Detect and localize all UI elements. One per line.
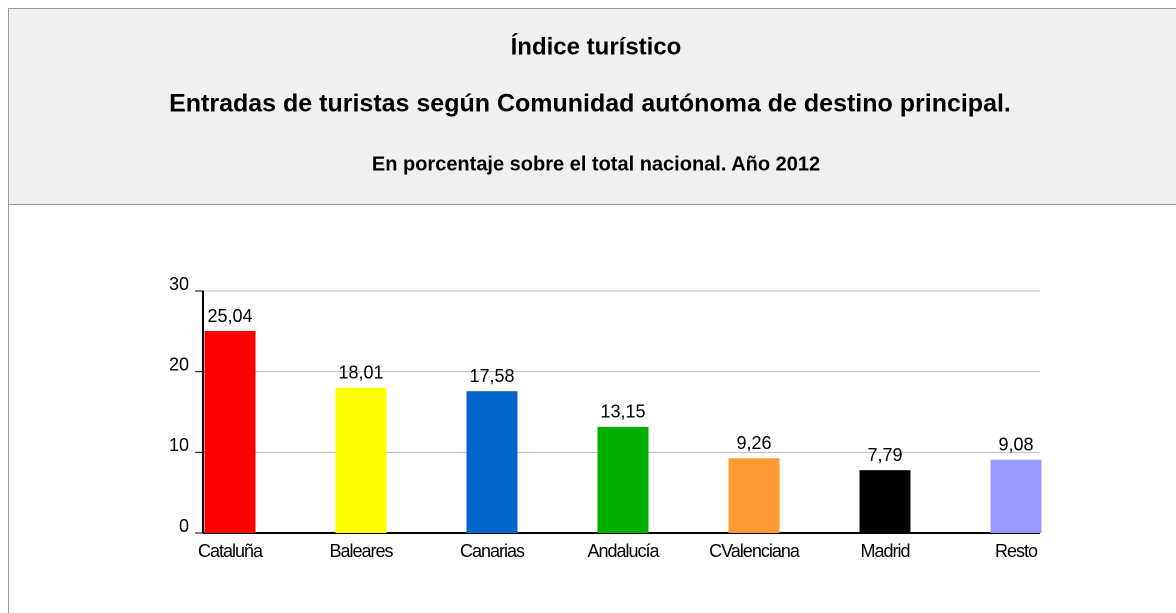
x-tick-label: Canarias [460,541,525,561]
bar [204,331,256,533]
x-tick-label: Baleares [329,541,393,561]
value-label: 9,26 [736,433,771,453]
value-label: 17,58 [469,366,514,386]
value-label: 25,04 [207,306,252,326]
value-label: 7,79 [867,445,902,465]
chart-title: Índice turístico [511,32,682,60]
value-label: 18,01 [338,362,383,382]
y-tick-label: 10 [169,435,189,455]
bar [466,391,518,533]
bar [990,459,1042,533]
y-tick-label: 0 [179,516,189,536]
value-label: 9,08 [998,435,1033,455]
x-tick-label: Cataluña [198,541,264,561]
bar [728,458,780,533]
x-tick-label: Madrid [860,541,909,561]
x-tick-label: Andalucía [587,541,660,561]
bar [335,387,387,533]
bar [859,470,911,533]
y-tick-label: 20 [169,354,189,374]
x-tick-label: Resto [995,541,1038,561]
value-label: 13,15 [600,402,645,422]
chart-subtitle: Entradas de turistas según Comunidad aut… [169,90,1011,118]
header [8,8,1176,205]
bar [597,426,649,533]
chart-caption: En porcentaje sobre el total nacional. A… [372,153,820,175]
x-tick-label: CValenciana [709,541,801,561]
y-tick-label: 30 [169,274,189,294]
